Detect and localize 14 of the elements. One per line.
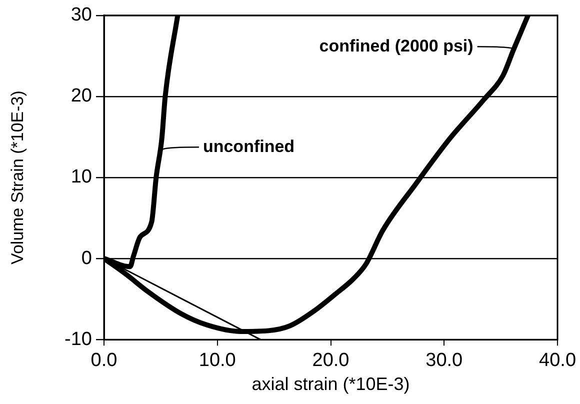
y-tick-label: 10 [70, 166, 92, 188]
annotation: confined (2000 psi) [319, 36, 474, 56]
y-tick-label: 0 [81, 248, 92, 269]
x-axis-title: axial strain (*10E-3) [252, 374, 410, 394]
x-tick-label: 20.0 [312, 350, 350, 372]
x-tick-label: 30.0 [426, 350, 463, 372]
y-tick-label: 30 [70, 4, 92, 26]
x-tick-label: 10.0 [198, 350, 236, 372]
x-tick-label: 40.0 [539, 350, 576, 372]
y-tick-label: -10 [64, 328, 92, 350]
x-tick-label: 0.0 [90, 350, 118, 372]
y-axis-title: Volume Strain (*10E-3) [8, 90, 27, 264]
y-tick-label: 20 [70, 86, 92, 107]
annotation: unconfined [202, 136, 295, 156]
